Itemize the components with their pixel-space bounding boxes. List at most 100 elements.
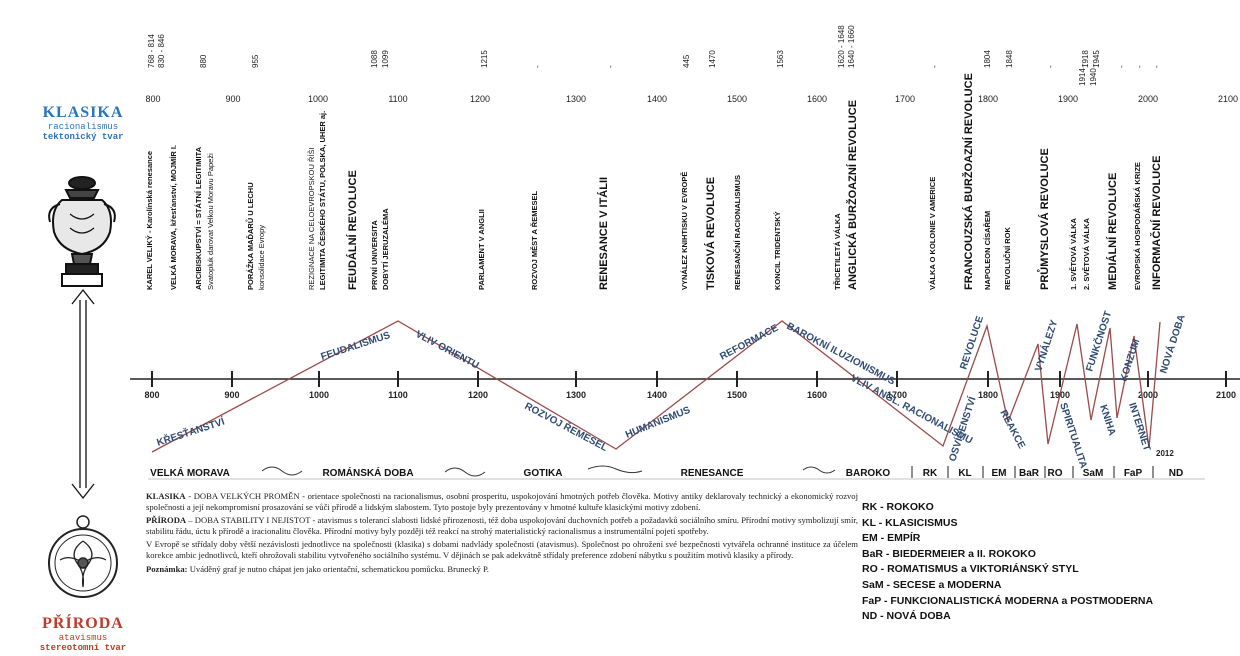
event-label: 2. SVĚTOVÁ VÁLKA (1082, 218, 1091, 290)
event-label: REVOLUČNÍ ROK (1003, 227, 1012, 290)
period-separators (911, 466, 1154, 478)
event-label: Svatopluk darovat Velkou Moravu Papeži (206, 153, 215, 290)
event-label: PARLAMENT V ANGLII (477, 209, 486, 290)
year-label: - (930, 65, 939, 68)
period-label: GOTIKA (524, 468, 563, 479)
year-label: 1099 (381, 50, 390, 68)
klasika-title: KLASIKA (42, 104, 124, 121)
year-label: 445 (682, 54, 691, 68)
period-label: ND (1169, 468, 1183, 479)
wave-label: ROZVOJ ŘEMESEL (523, 399, 611, 454)
event-label: FRANCOUZSKÁ BURŽOAZNÍ REVOLUCE (963, 73, 975, 290)
event-label: RENESANČNÍ RACIONALISMUS (733, 174, 742, 290)
event-label: VÁLKA O KOLONIE V AMERICE (928, 176, 937, 290)
period-label: BAROKO (846, 468, 891, 479)
axis-label: 1100 (388, 390, 408, 400)
vase-icon (48, 176, 116, 287)
top-axis-label: 2100 (1218, 94, 1238, 104)
year-label: 1940 - (1089, 63, 1098, 86)
event-label: KONCIL TRIDENTSKÝ (773, 211, 782, 290)
event-label: TISKOVÁ REVOLUCE (705, 176, 717, 290)
desc-note: Poznámka: Uváděný graf je nutno chápat j… (146, 563, 489, 574)
axis-label: 1000 (309, 390, 329, 400)
wave-label: VYNÁLEZY (1031, 318, 1060, 373)
year-label: 1470 (708, 50, 717, 68)
event-label: MEDIÁLNÍ REVOLUCE (1107, 172, 1119, 290)
top-axis-label: 1300 (566, 94, 586, 104)
axis-label: 1300 (566, 390, 586, 400)
year-label: 830 - 846 (157, 34, 166, 68)
legend-item: KL - KLASICISMUS (862, 516, 958, 529)
wave-label: FEUDALISMUS (320, 330, 392, 363)
event-label: ROZVOJ MĚST A ŘEMESEL (530, 190, 539, 290)
event-label: TŘICETILETÁ VÁLKA (833, 213, 842, 290)
period-label: RO (1048, 468, 1063, 479)
legend-item: EM - EMPÍR (862, 532, 921, 545)
period-label: EM (992, 468, 1007, 479)
year-label: - (1135, 65, 1144, 68)
top-axis-label: 1900 (1058, 94, 1078, 104)
top-axis: 800 900 1000 1100 1200 1300 1400 1500 1600 1700 18… (145, 94, 1238, 104)
wave-label: HUMANISMUS (624, 405, 692, 441)
legend-item: BaR - BIEDERMEIER a II. ROKOKO (862, 547, 1036, 560)
event-label: ARCIBISKUPSTVÍ = STÁTNÍ LEGITIMITA (194, 147, 203, 290)
period-labels: VELKÁ MORAVA ROMÁNSKÁ DOBA GOTIKA RENESANCE… (150, 466, 1183, 479)
period-label: KL (958, 468, 971, 479)
event-label: ANGLICKÁ BURŽOAZNÍ REVOLUCE (847, 99, 859, 290)
axis-label: 1500 (727, 390, 747, 400)
axis-label: 1700 (887, 390, 907, 400)
top-axis-label: 1400 (647, 94, 667, 104)
event-label: KAREL VELIKÝ - Karolínská renesance (145, 150, 154, 290)
year-label: - (1046, 65, 1055, 68)
medallion-icon (48, 515, 118, 598)
event-label: FEUDÁLNÍ REVOLUCE (347, 170, 359, 290)
axis-label: 2000 (1138, 390, 1158, 400)
year-label: 955 (251, 54, 260, 68)
year-label: 1848 (1005, 50, 1014, 68)
event-label: RENESANCE V ITÁLII (598, 176, 610, 290)
year-label: 1804 (983, 50, 992, 68)
top-axis-label: 1700 (895, 94, 915, 104)
event-label: EVROPSKÁ HOSPODÁŘSKÁ KRIZE (1133, 162, 1142, 290)
wave-label: INTERNET (1126, 402, 1152, 453)
legend-item: SaM - SECESE a MODERNA (862, 578, 1002, 591)
year-label: - (1152, 65, 1161, 68)
year-2012: 2012 (1156, 449, 1174, 458)
axis-label: 1400 (647, 390, 667, 400)
period-label: ROMÁNSKÁ DOBA (322, 466, 413, 479)
year-label: 1640 - 1660 (847, 25, 856, 68)
top-axis-label: 1800 (978, 94, 998, 104)
axis-label: 900 (224, 390, 239, 400)
wave-label: REFORMACE (718, 323, 780, 363)
top-axis-label: 1200 (470, 94, 490, 104)
axis-label: 1800 (978, 390, 998, 400)
double-arrow (71, 288, 95, 500)
zigzag-line (151, 320, 1161, 453)
period-label: BaR (1019, 468, 1040, 479)
year-label: - (1117, 65, 1126, 68)
event-label: REZIGNACE NA CELOEVROPSKOU ŘÍŠI (307, 147, 316, 290)
desc-europe: V Evropě se střídaly doby větší nezávisl… (146, 539, 858, 560)
event-label: 1. SVĚTOVÁ VÁLKA (1069, 218, 1078, 290)
axis-label: 2100 (1216, 390, 1236, 400)
period-label: SaM (1083, 468, 1104, 479)
event-label: VELKÁ MORAVA, křesťanství, MOJMÍR I. (169, 144, 178, 290)
description: KLASIKA - DOBA VELKÝCH PROMĚN - orientac… (146, 491, 858, 577)
year-label: 1215 (480, 50, 489, 68)
period-label: RK (923, 468, 938, 479)
year-label: 1914 - (1078, 63, 1087, 86)
wave-label: KNIHA (1097, 404, 1117, 438)
legend-item: ND - NOVÁ DOBA (862, 610, 951, 623)
wave-label: REVOLUCE (958, 314, 986, 371)
wave-label: REAKCE (997, 408, 1027, 451)
top-axis-label: 1500 (727, 94, 747, 104)
klasika-block: KLASIKA racionalismus tektonický tvar (8, 104, 158, 142)
top-axis-label: 2000 (1138, 94, 1158, 104)
priroda-title: PŘÍRODA (42, 615, 124, 632)
year-label: 1088 (370, 50, 379, 68)
klasika-sub2: tektonický tvar (42, 132, 124, 142)
legend: RK - ROKOKO KL - KLASICISMUS EM - EMPÍR … (862, 500, 1153, 625)
wave-label: NOVÁ DOBA (1156, 313, 1187, 375)
top-axis-label: 900 (225, 94, 240, 104)
